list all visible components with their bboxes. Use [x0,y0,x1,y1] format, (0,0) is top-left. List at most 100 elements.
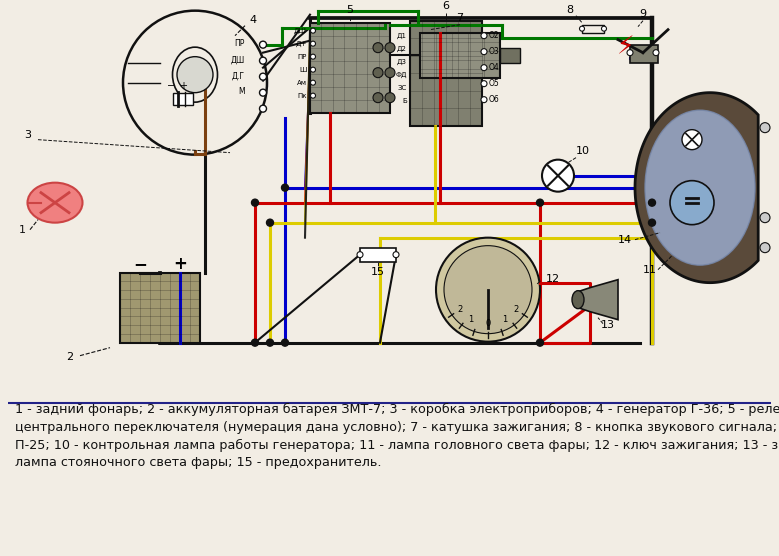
Text: ДШ: ДШ [231,55,245,64]
Text: −: − [167,81,175,91]
Text: 6: 6 [442,1,449,11]
Text: 2: 2 [66,351,73,361]
Circle shape [481,81,487,87]
Text: 12: 12 [546,274,560,284]
Circle shape [311,67,315,72]
Text: 13: 13 [601,320,615,330]
Text: Ш: Ш [300,67,307,73]
Circle shape [281,184,288,191]
Text: Пк: Пк [298,93,307,98]
Bar [410,21,482,126]
Ellipse shape [645,110,755,265]
Circle shape [670,181,714,225]
Circle shape [542,160,574,192]
Text: 3: 3 [24,130,31,140]
Bar [120,272,200,342]
Circle shape [311,28,315,33]
Ellipse shape [572,291,584,309]
Circle shape [373,43,383,53]
Circle shape [259,73,266,80]
Text: 1 - задний фонарь; 2 - аккумуляторная батарея ЗМТ-7; 3 - коробка электроприборов: 1 - задний фонарь; 2 - аккумуляторная ба… [16,403,779,469]
Bar [310,23,390,113]
Circle shape [648,199,655,206]
Polygon shape [635,93,758,282]
Text: 1: 1 [468,315,474,324]
Circle shape [682,130,702,150]
Circle shape [259,41,266,48]
Circle shape [601,26,607,31]
Text: М: М [238,87,245,96]
Text: 8: 8 [566,4,573,14]
Circle shape [436,237,540,341]
Text: 7: 7 [456,13,464,23]
Text: Б: Б [402,98,407,103]
Circle shape [760,123,770,133]
Text: ЗС: ЗС [398,85,407,91]
Circle shape [311,93,315,98]
Text: Ам: Ам [297,80,307,86]
Text: ДШ: ДШ [294,28,307,34]
Circle shape [385,43,395,53]
Circle shape [385,93,395,103]
Text: 14: 14 [618,235,632,245]
Circle shape [259,57,266,64]
Circle shape [311,80,315,85]
Text: 1: 1 [19,225,26,235]
Circle shape [653,49,659,56]
Text: ФД: ФД [396,72,407,78]
Circle shape [627,49,633,56]
Circle shape [311,41,315,46]
Bar [420,33,500,78]
Text: Д1: Д1 [397,33,407,39]
Text: О5: О5 [489,79,500,88]
Text: ПР: ПР [234,39,245,48]
Text: +: + [179,81,187,91]
Polygon shape [578,280,618,320]
Bar [582,24,604,33]
Circle shape [481,49,487,54]
Circle shape [444,246,532,334]
Circle shape [252,199,259,206]
Circle shape [580,26,584,31]
Circle shape [123,11,267,155]
Text: О6: О6 [489,95,500,104]
Circle shape [281,339,288,346]
Circle shape [266,219,273,226]
Circle shape [373,93,383,103]
Text: 2: 2 [513,305,519,314]
Circle shape [481,97,487,103]
Text: О3: О3 [489,47,500,56]
Circle shape [648,219,655,226]
Text: О2: О2 [489,31,499,40]
Circle shape [373,68,383,78]
Bar [630,44,658,63]
Text: 1: 1 [502,315,508,324]
Bar [360,247,396,262]
Circle shape [481,64,487,71]
Text: ПР: ПР [298,54,307,59]
Text: ⚡: ⚡ [617,36,635,59]
Circle shape [481,33,487,39]
Text: −: − [133,255,147,272]
Circle shape [177,57,213,93]
Circle shape [311,54,315,59]
Text: 2: 2 [457,305,463,314]
Circle shape [266,339,273,346]
Circle shape [393,252,399,257]
Text: +: + [173,255,187,272]
Circle shape [259,105,266,112]
Circle shape [537,199,544,206]
Circle shape [259,89,266,96]
Text: 10: 10 [576,146,590,156]
Text: Д3: Д3 [397,58,407,64]
Circle shape [385,68,395,78]
Text: 11: 11 [643,265,657,275]
Text: 9: 9 [640,9,647,19]
Text: О4: О4 [489,63,500,72]
Bar [500,48,520,63]
Text: 5: 5 [347,4,354,14]
Text: 15: 15 [371,267,385,277]
Text: Д2: Д2 [397,46,407,52]
Ellipse shape [172,47,217,102]
Circle shape [537,339,544,346]
